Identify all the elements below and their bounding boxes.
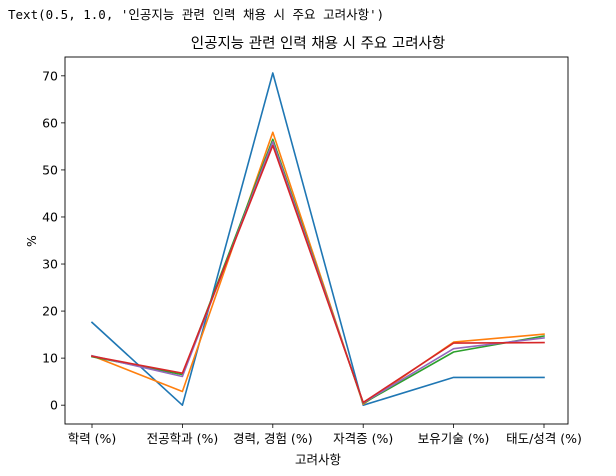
x-tick-label: 학력 (%) bbox=[68, 431, 117, 446]
series-line-5 bbox=[91, 144, 545, 404]
x-axis-label: 고려사항 bbox=[295, 452, 342, 467]
chart-title: 인공지능 관련 인력 채용 시 주요 고려사항 bbox=[191, 35, 445, 52]
y-tick-label: 40 bbox=[42, 209, 58, 224]
y-tick-label: 0 bbox=[50, 398, 58, 413]
y-tick-label: 60 bbox=[42, 115, 58, 130]
y-tick-label: 70 bbox=[42, 68, 58, 83]
series-line-2 bbox=[90, 131, 545, 406]
x-tick-label: 태도/성격 (%) bbox=[506, 431, 582, 446]
y-tick-label: 50 bbox=[42, 162, 58, 177]
x-tick-label: 보유기술 (%) bbox=[418, 431, 490, 446]
y-tick-label: 20 bbox=[42, 304, 58, 319]
x-tick-label: 전공학과 (%) bbox=[147, 431, 219, 446]
axes-frame bbox=[64, 56, 569, 425]
plot-area: 0 10 20 30 40 50 60 70 학력 (%) 전공학과 (%) 경력, 경험 (%) 자… bbox=[42, 56, 582, 446]
figure-repr-text: Text(0.5, 1.0, '인공지능 관련 인력 채용 시 주요 고려사항'… bbox=[8, 7, 385, 22]
x-tick-label: 자격증 (%) bbox=[333, 431, 393, 446]
series-line-1 bbox=[90, 72, 545, 407]
y-tick-label: 10 bbox=[42, 351, 58, 366]
x-tick-label: 경력, 경험 (%) bbox=[233, 431, 313, 446]
y-axis-label: % bbox=[24, 235, 39, 247]
y-tick-label: 30 bbox=[42, 257, 58, 272]
